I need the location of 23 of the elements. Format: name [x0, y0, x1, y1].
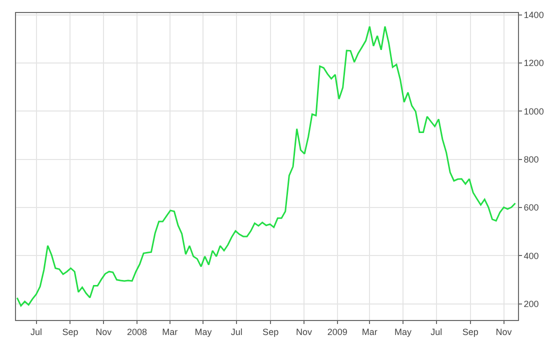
x-tick-label: Nov	[296, 326, 312, 337]
x-tick-label: Nov	[96, 326, 112, 337]
x-tick-label: May	[394, 326, 412, 337]
x-tick-label: 2008	[126, 326, 147, 337]
x-tick-label: Sep	[262, 326, 279, 337]
y-tick-label: 600	[524, 202, 539, 213]
x-tick-label: Sep	[462, 326, 478, 337]
y-tick-label: 200	[524, 299, 539, 310]
y-tick-label: 400	[524, 250, 539, 261]
y-tick-label: 1000	[524, 106, 544, 116]
x-tick-label: Sep	[62, 326, 78, 337]
y-tick-label: 800	[524, 154, 539, 165]
x-tick-label: 2009	[327, 326, 348, 337]
x-tick-label: Jul	[30, 326, 42, 337]
x-tick-label: Mar	[162, 326, 178, 337]
line-series	[16, 26, 516, 307]
y-tick-label: 1200	[524, 58, 544, 68]
x-tick-label: Jul	[430, 326, 442, 337]
y-tick-label: 1400	[524, 10, 544, 20]
x-tick-label: Nov	[496, 326, 512, 337]
x-tick-label: May	[194, 326, 212, 337]
x-tick-label: Mar	[362, 326, 378, 337]
x-tick-label: Jul	[230, 326, 242, 337]
